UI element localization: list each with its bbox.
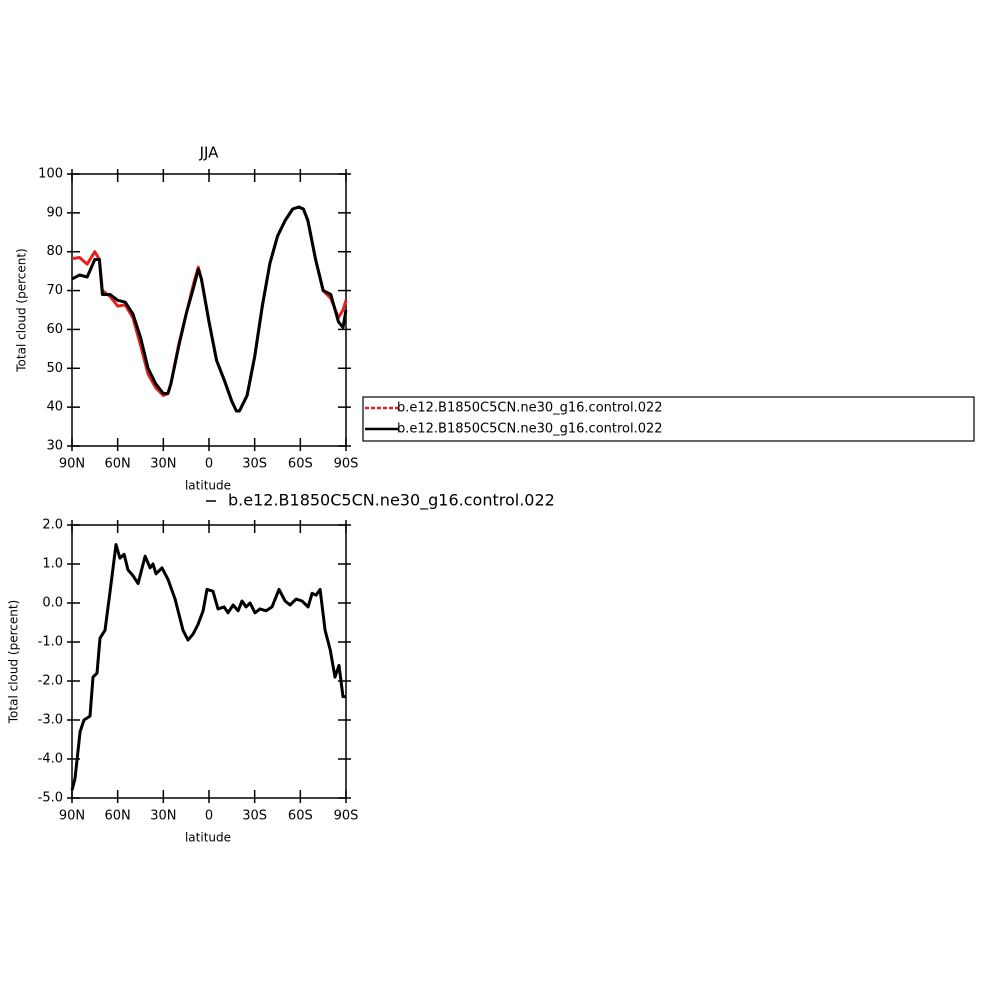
x-tick-label: 60N [105,457,131,472]
x-tick-label: 0 [205,457,213,472]
x-tick-label: 0 [205,809,213,824]
y-tick-label: -3.0 [38,713,63,728]
legend-label: b.e12.B1850C5CN.ne30_g16.control.022 [397,401,663,416]
x-tick-label: 90N [59,809,85,824]
y-tick-label: 0.0 [42,596,63,611]
y-tick-label: 60 [46,322,63,337]
y-tick-label: -4.0 [38,752,63,767]
legend-box [362,396,975,442]
x-axis-label: latitude [185,831,231,845]
legend-label: b.e12.B1850C5CN.ne30_g16.control.022 [397,422,663,437]
x-tick-label: 90N [59,457,85,472]
y-tick-label: 80 [46,244,63,259]
x-axis-label: latitude [185,479,231,493]
y-tick-label: -2.0 [38,674,63,689]
x-tick-label: 30N [150,457,176,472]
y-tick-label: 100 [38,167,63,182]
y-axis-label: Total cloud (percent) [15,248,29,372]
x-tick-label: 60S [288,809,313,824]
series-line [71,205,348,413]
x-tick-label: 90S [334,809,359,824]
y-tick-label: -1.0 [38,635,63,650]
y-tick-label: 1.0 [42,557,63,572]
series-line [71,205,348,413]
series-line [70,543,346,791]
y-tick-label: 90 [46,205,63,220]
x-tick-label: 30S [242,809,267,824]
chart-title: JJA [199,144,220,162]
x-tick-label: 30S [242,457,267,472]
y-tick-label: 50 [46,361,63,376]
x-tick-label: 60S [288,457,313,472]
y-tick-label: 40 [46,400,63,415]
legend-label: b.e12.B1850C5CN.ne30_g16.control.022 [228,491,555,511]
x-tick-label: 30N [150,809,176,824]
y-tick-label: 30 [46,439,63,454]
y-tick-label: 70 [46,283,63,298]
x-tick-label: 90S [334,457,359,472]
y-tick-label: 2.0 [42,518,63,533]
y-axis-label: Total cloud (percent) [7,600,21,724]
x-tick-label: 60N [105,809,131,824]
y-tick-label: -5.0 [38,791,63,806]
